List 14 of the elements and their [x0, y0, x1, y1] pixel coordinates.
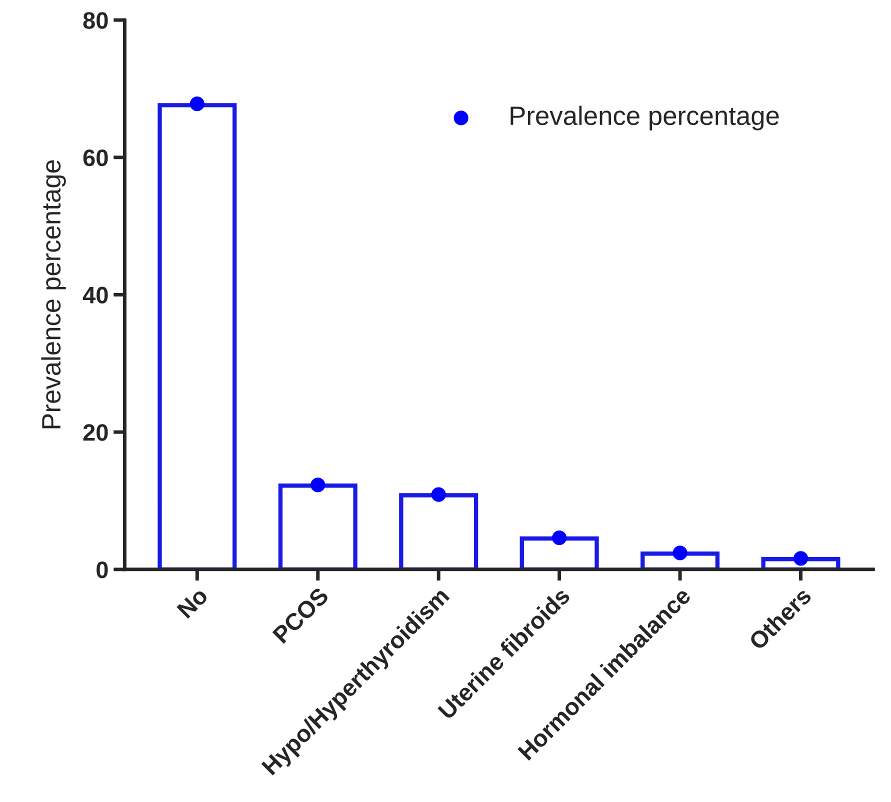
point	[431, 487, 446, 502]
point	[310, 478, 326, 492]
point	[793, 551, 808, 566]
point	[190, 96, 204, 112]
legend-label: Prevalence percentage	[510, 106, 779, 130]
y-tick-label: 0	[96, 561, 108, 578]
point	[672, 546, 688, 560]
y-tick-label: 80	[83, 12, 108, 29]
y-tick-label: 60	[83, 149, 108, 166]
point	[552, 530, 567, 546]
y-tick-label: 20	[83, 424, 108, 441]
x-tick-label: No	[176, 586, 209, 619]
y-axis-title: Prevalence percentage	[41, 160, 66, 428]
y-tick-label: 40	[82, 286, 108, 304]
